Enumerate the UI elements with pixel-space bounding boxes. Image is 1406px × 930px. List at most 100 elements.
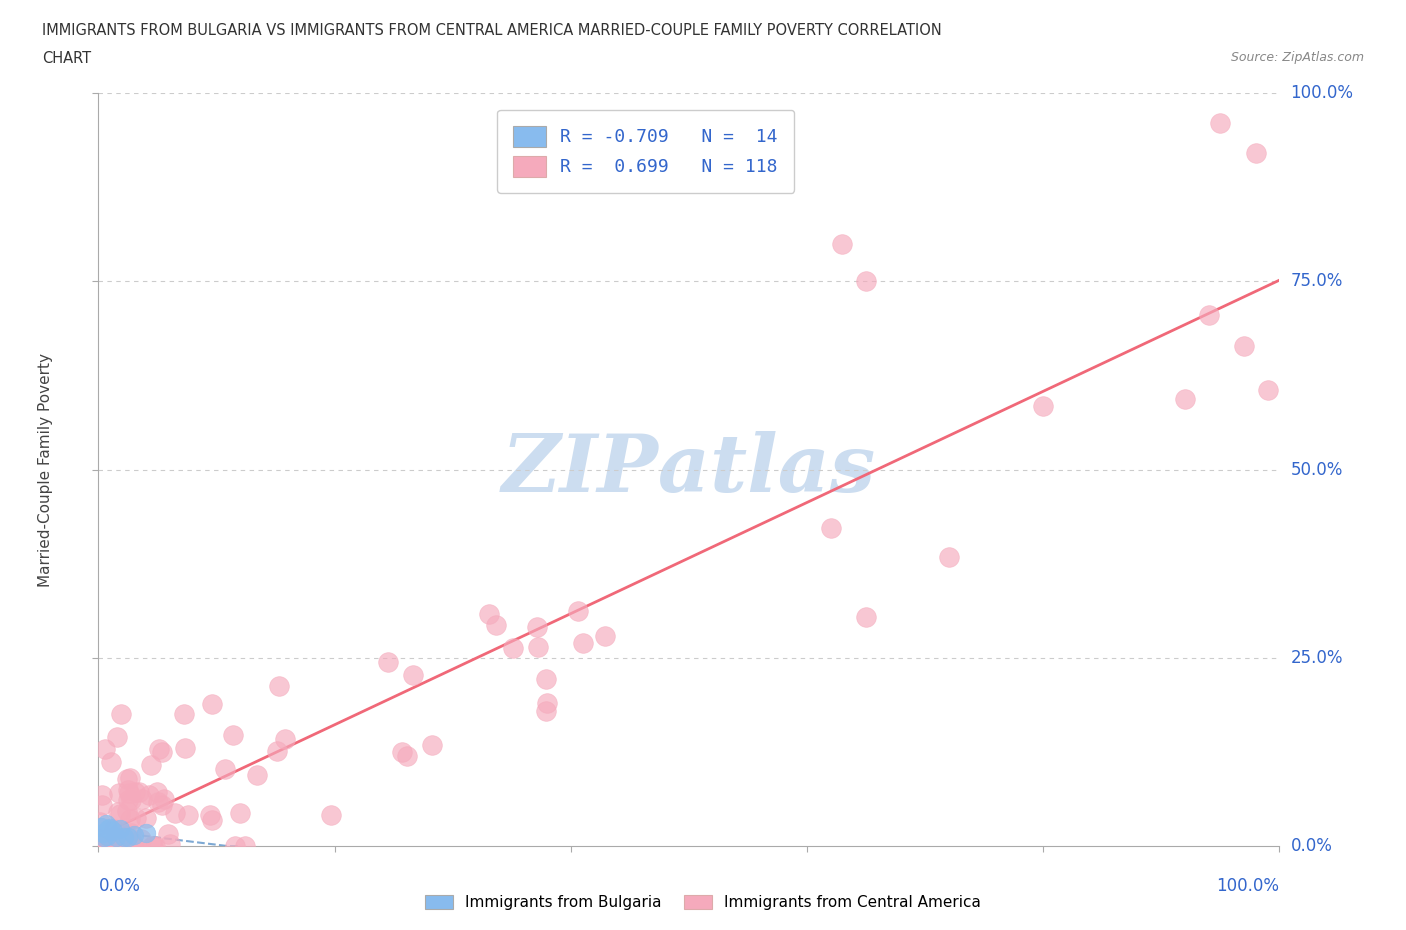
- Text: Source: ZipAtlas.com: Source: ZipAtlas.com: [1230, 51, 1364, 64]
- Point: [159, 836, 181, 851]
- Point: [98, 839, 121, 854]
- Point: [214, 762, 236, 777]
- Point: [855, 610, 877, 625]
- Point: [201, 697, 224, 711]
- Point: [90, 788, 112, 803]
- Point: [112, 839, 135, 854]
- Point: [108, 822, 131, 837]
- Point: [141, 839, 163, 854]
- Point: [117, 783, 139, 798]
- Point: [122, 839, 145, 854]
- Point: [502, 640, 524, 655]
- Point: [96, 829, 118, 844]
- Point: [831, 236, 853, 251]
- Point: [90, 819, 112, 834]
- Point: [484, 618, 506, 632]
- Point: [174, 741, 197, 756]
- Point: [104, 839, 127, 854]
- Legend: Immigrants from Bulgaria, Immigrants from Central America: Immigrants from Bulgaria, Immigrants fro…: [418, 887, 988, 918]
- Point: [105, 839, 128, 854]
- Point: [120, 812, 142, 827]
- Point: [104, 839, 127, 854]
- Point: [593, 629, 616, 644]
- Point: [90, 839, 112, 854]
- Point: [117, 786, 139, 801]
- Point: [165, 805, 187, 820]
- Point: [395, 749, 418, 764]
- Point: [1257, 382, 1279, 397]
- Point: [108, 839, 131, 854]
- Point: [1244, 146, 1267, 161]
- Point: [122, 828, 145, 843]
- Point: [402, 668, 425, 683]
- Point: [224, 839, 246, 854]
- Point: [110, 707, 132, 722]
- Point: [112, 839, 135, 854]
- Point: [152, 745, 174, 760]
- Point: [131, 791, 153, 806]
- Point: [120, 792, 142, 807]
- Point: [138, 788, 160, 803]
- Text: 0.0%: 0.0%: [98, 877, 141, 895]
- Point: [200, 807, 222, 822]
- Text: 50.0%: 50.0%: [1291, 460, 1343, 479]
- Point: [377, 655, 399, 670]
- Point: [534, 672, 557, 687]
- Point: [122, 839, 145, 854]
- Point: [110, 825, 132, 840]
- Point: [100, 839, 122, 854]
- Point: [105, 729, 128, 744]
- Point: [150, 797, 173, 812]
- Point: [142, 839, 165, 854]
- Point: [156, 827, 179, 842]
- Point: [91, 839, 114, 854]
- Point: [527, 640, 550, 655]
- Point: [125, 811, 148, 826]
- Point: [567, 604, 589, 618]
- Point: [98, 839, 121, 854]
- Point: [89, 839, 111, 854]
- Point: [855, 274, 877, 289]
- Point: [229, 805, 252, 820]
- Point: [112, 830, 135, 844]
- Point: [104, 839, 127, 854]
- Point: [120, 825, 142, 840]
- Point: [534, 703, 557, 718]
- Point: [91, 825, 114, 840]
- Point: [422, 737, 444, 752]
- Point: [536, 696, 558, 711]
- Point: [89, 815, 111, 830]
- Text: 25.0%: 25.0%: [1291, 649, 1343, 667]
- Point: [94, 742, 117, 757]
- Point: [267, 679, 290, 694]
- Point: [235, 839, 257, 854]
- Point: [91, 798, 114, 813]
- Point: [117, 830, 139, 844]
- Point: [94, 839, 117, 854]
- Legend: R = -0.709   N =  14, R =  0.699   N = 118: R = -0.709 N = 14, R = 0.699 N = 118: [498, 110, 794, 193]
- Point: [201, 812, 224, 827]
- Point: [820, 521, 842, 536]
- Point: [391, 744, 413, 759]
- Point: [1233, 339, 1256, 353]
- Text: 75.0%: 75.0%: [1291, 272, 1343, 290]
- Point: [93, 830, 115, 844]
- Text: 100.0%: 100.0%: [1291, 84, 1354, 102]
- Point: [128, 785, 150, 800]
- Point: [118, 770, 141, 785]
- Point: [148, 795, 170, 810]
- Point: [108, 785, 131, 800]
- Point: [122, 835, 145, 850]
- Point: [117, 792, 139, 807]
- Point: [114, 839, 136, 854]
- Point: [117, 772, 139, 787]
- Text: 100.0%: 100.0%: [1216, 877, 1279, 895]
- Point: [112, 839, 135, 854]
- Point: [1032, 399, 1054, 414]
- Point: [274, 732, 297, 747]
- Point: [101, 823, 124, 838]
- Point: [938, 550, 960, 565]
- Point: [1198, 308, 1220, 323]
- Point: [139, 757, 162, 772]
- Point: [153, 791, 176, 806]
